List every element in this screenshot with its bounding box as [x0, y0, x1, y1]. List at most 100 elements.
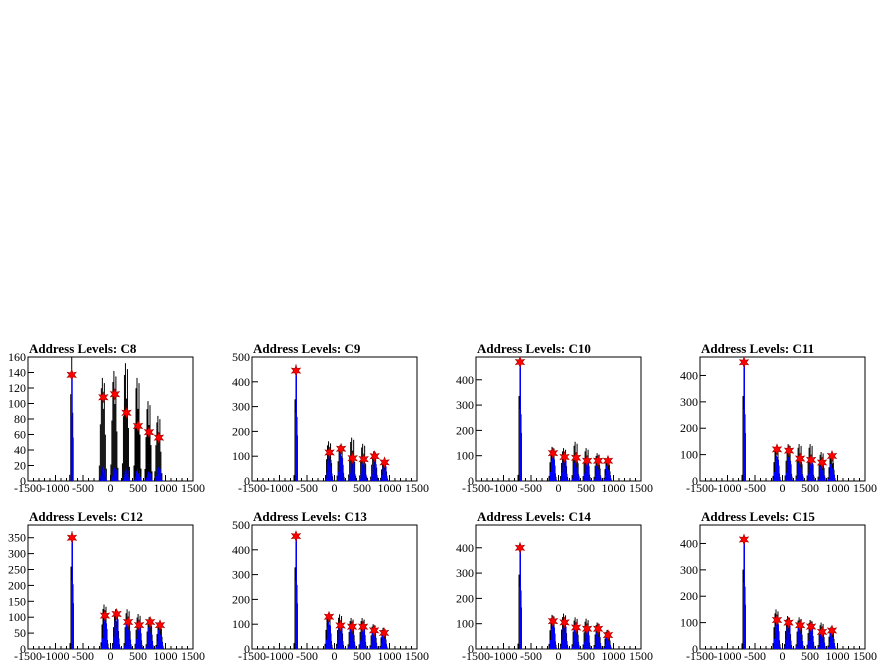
y-tick-label: 60 — [14, 428, 26, 442]
peak-marker — [379, 456, 390, 469]
peak-marker — [559, 616, 570, 629]
peak-marker — [347, 452, 358, 465]
peak-marker — [570, 621, 582, 634]
y-tick-label: 400 — [232, 375, 250, 389]
y-tick-label: 400 — [680, 368, 698, 382]
y-tick-label: 50 — [14, 626, 26, 640]
peak-marker — [154, 619, 166, 632]
y-tick-label: 40 — [14, 443, 26, 457]
x-tick-label: 1000 — [602, 649, 626, 663]
y-tick-label: 160 — [8, 350, 26, 364]
peak-marker — [738, 533, 750, 546]
y-tick-label: 200 — [456, 423, 474, 437]
x-tick-label: -500 — [744, 481, 766, 495]
y-tick-label: 0 — [20, 642, 26, 656]
peak-marker — [559, 450, 570, 463]
plot-frame — [699, 356, 866, 482]
x-tick-label: -1500 — [238, 481, 266, 495]
peak-marker — [805, 453, 817, 466]
y-tick-label: 300 — [680, 563, 698, 577]
y-tick-label: 100 — [456, 617, 474, 631]
y-tick-label: 100 — [680, 616, 698, 630]
y-tick-label: 250 — [8, 563, 26, 577]
y-tick-label: 200 — [456, 591, 474, 605]
y-tick-label: 300 — [456, 566, 474, 580]
peak-marker — [602, 629, 614, 642]
y-tick-label: 0 — [692, 474, 698, 488]
peak-marker — [771, 443, 783, 456]
peak-marker — [99, 609, 111, 622]
peak-marker — [323, 610, 335, 623]
peak-marker — [771, 613, 783, 627]
x-tick-label: 1000 — [154, 481, 178, 495]
plot-frame — [27, 524, 194, 650]
peak-marker — [66, 531, 78, 544]
panel-4: Address Levels: C11 0 100 200 300 400 -1500 -10… — [680, 341, 877, 495]
peak-marker — [133, 619, 145, 632]
peak-marker — [290, 364, 302, 377]
y-tick-label: 0 — [468, 642, 474, 656]
x-tick-label: 1500 — [853, 481, 877, 495]
x-tick-label: -500 — [72, 649, 94, 663]
y-tick-label: 400 — [456, 541, 474, 555]
x-tick-label: 0 — [556, 649, 562, 663]
panel-2: Address Levels: C90100200300400500-1500-… — [232, 341, 429, 495]
peak-marker — [592, 622, 604, 635]
x-tick-label: -1500 — [14, 649, 42, 663]
peak-marker — [122, 615, 134, 629]
peak-marker — [144, 615, 156, 629]
peak-marker — [66, 368, 77, 381]
plot-frame — [475, 356, 642, 482]
x-tick-label: -500 — [520, 481, 542, 495]
y-tick-label: 100 — [8, 610, 26, 624]
peak-marker — [794, 619, 806, 632]
x-tick-label: 500 — [577, 481, 595, 495]
y-tick-label: 100 — [232, 617, 250, 631]
peak-marker — [816, 625, 828, 638]
x-tick-label: 500 — [353, 649, 371, 663]
peak-marker — [826, 449, 838, 462]
x-tick-label: 1000 — [826, 649, 850, 663]
peak-marker — [514, 541, 526, 554]
y-tick-label: 500 — [232, 518, 250, 532]
x-tick-label: -1000 — [490, 649, 518, 663]
x-tick-label: 1000 — [378, 649, 402, 663]
y-tick-label: 0 — [244, 642, 250, 656]
peak-marker — [121, 406, 132, 419]
y-tick-label: 300 — [232, 400, 250, 414]
y-tick-label: 140 — [8, 366, 26, 380]
x-tick-label: -500 — [744, 649, 766, 663]
x-tick-label: 0 — [108, 481, 114, 495]
y-tick-label: 200 — [8, 578, 26, 592]
y-tick-label: 200 — [680, 589, 698, 603]
panel-3: Address Levels: C10 0 100 200 300 400 -1500 -10… — [456, 341, 653, 495]
panel-7: Address Levels: C14 0 100 200 300 400 -1500 -10… — [456, 509, 653, 663]
x-tick-label: 500 — [129, 649, 147, 663]
x-tick-label: -1000 — [714, 649, 742, 663]
x-tick-label: -500 — [296, 649, 318, 663]
peak-marker — [368, 624, 380, 637]
plot-frame — [251, 356, 418, 482]
y-tick-label: 80 — [14, 412, 26, 426]
peak-marker — [547, 447, 559, 460]
peak-marker — [153, 431, 165, 444]
y-tick-label: 100 — [232, 449, 250, 463]
panel-title: Address Levels: C9 — [253, 341, 361, 356]
peak-marker — [109, 388, 121, 401]
x-tick-label: 0 — [332, 649, 338, 663]
peak-marker — [816, 456, 828, 469]
y-tick-label: 400 — [232, 543, 250, 557]
x-tick-label: 1500 — [181, 481, 205, 495]
x-tick-label: -1500 — [238, 649, 266, 663]
y-tick-label: 100 — [456, 449, 474, 463]
x-tick-label: -1000 — [42, 481, 70, 495]
y-tick-label: 20 — [14, 459, 26, 473]
peak-marker — [346, 620, 358, 633]
peak-marker — [602, 454, 614, 467]
x-tick-label: -500 — [72, 481, 94, 495]
x-tick-label: -1000 — [714, 481, 742, 495]
panel-title: Address Levels: C8 — [29, 341, 137, 356]
panel-1: Address Levels: C8020406080100120140160-… — [8, 341, 205, 495]
x-tick-label: -1500 — [14, 481, 42, 495]
y-tick-label: 150 — [8, 594, 26, 608]
